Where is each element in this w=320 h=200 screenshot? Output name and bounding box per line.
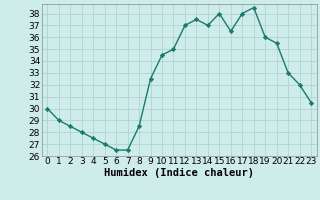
X-axis label: Humidex (Indice chaleur): Humidex (Indice chaleur)	[104, 168, 254, 178]
